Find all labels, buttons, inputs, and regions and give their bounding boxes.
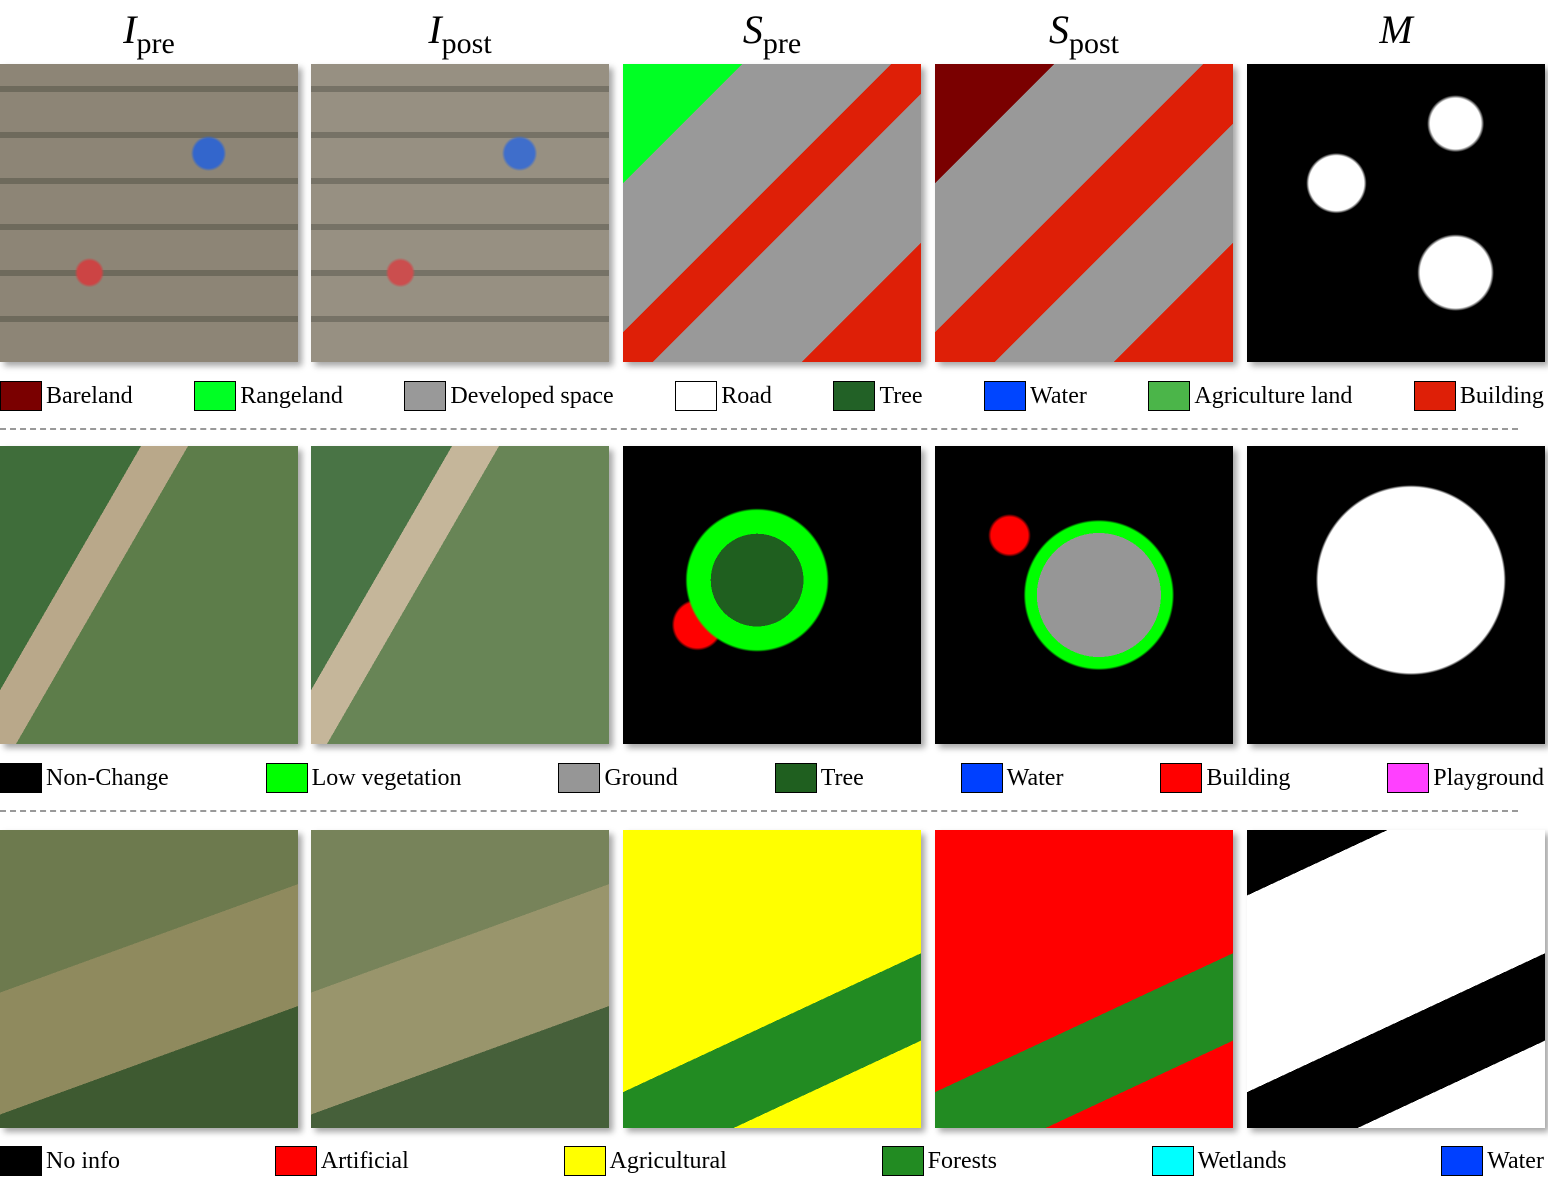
image-panel (935, 830, 1233, 1128)
legend-label: Tree (879, 382, 923, 409)
legend-item: Tree (833, 381, 923, 411)
image-panel (0, 446, 298, 744)
legend-item: Low vegetation (265, 763, 462, 793)
legend-label: Water (1006, 764, 1064, 791)
legend: Bareland Rangeland Developed space Road Tree… (0, 380, 1544, 412)
legend-item: Water (984, 381, 1087, 411)
header-symbol: M (1379, 7, 1413, 52)
legend-item: Water (960, 763, 1064, 793)
legend-swatch (881, 1146, 924, 1176)
legend-item: Agriculture land (1148, 381, 1352, 411)
column-header: M (1247, 6, 1545, 53)
legend-item: Developed space (404, 381, 614, 411)
legend-swatch (563, 1146, 606, 1176)
legend-swatch (265, 763, 308, 793)
header-subscript: post (441, 27, 492, 60)
legend-label: Ground (604, 764, 678, 791)
legend-swatch (774, 763, 817, 793)
image-panel (935, 64, 1233, 362)
legend-swatch (0, 763, 42, 793)
legend-label: Rangeland (240, 382, 343, 409)
legend-swatch (274, 1146, 317, 1176)
column-header: Spre (623, 6, 921, 61)
legend-label: Bareland (46, 382, 133, 409)
legend-label: Developed space (450, 382, 614, 409)
legend-item: Building (1413, 381, 1544, 411)
image-panel (311, 446, 609, 744)
image-panel (623, 830, 921, 1128)
legend-swatch (404, 381, 447, 411)
legend-label: Artificial (320, 1147, 409, 1174)
legend-swatch (1441, 1146, 1484, 1176)
legend-item: No info (0, 1146, 120, 1176)
column-header: Ipost (311, 6, 609, 61)
legend-swatch (194, 381, 237, 411)
legend-item: Agricultural (563, 1146, 727, 1176)
header-subscript: post (1068, 27, 1119, 60)
legend: Non-Change Low vegetation Ground Tree Water B… (0, 762, 1544, 794)
header-subscript: pre (136, 27, 175, 60)
legend-label: Building (1206, 764, 1291, 791)
header-symbol: I (123, 7, 137, 52)
legend-label: Wetlands (1197, 1147, 1287, 1174)
legend-label: Building (1459, 382, 1544, 409)
legend-item: Building (1160, 763, 1290, 793)
column-header: Ipre (0, 6, 298, 61)
image-panel (0, 830, 298, 1128)
legend-swatch (960, 763, 1003, 793)
image-panel (1247, 446, 1545, 744)
legend-swatch (0, 381, 42, 411)
header-symbol: S (1048, 7, 1069, 52)
separator (0, 810, 1518, 812)
legend-label: Forests (927, 1147, 997, 1174)
legend-swatch (833, 381, 876, 411)
column-header: Spost (935, 6, 1233, 61)
legend-label: Water (1487, 1147, 1544, 1174)
legend-item: Rangeland (194, 381, 343, 411)
legend-item: Ground (558, 763, 678, 793)
legend-item: Road (675, 381, 772, 411)
legend-swatch (0, 1146, 42, 1176)
image-panel (935, 446, 1233, 744)
legend-item: Water (1441, 1146, 1544, 1176)
legend-label: Agricultural (609, 1147, 727, 1174)
legend-swatch (1148, 381, 1191, 411)
legend: No info Artificial Agricultural Forests Wetl… (0, 1145, 1544, 1177)
legend-item: Non-Change (0, 763, 169, 793)
header-symbol: I (428, 7, 442, 52)
legend-label: Tree (820, 764, 864, 791)
legend-label: Water (1030, 382, 1087, 409)
legend-label: Playground (1433, 764, 1544, 791)
image-panel (311, 830, 609, 1128)
legend-swatch (1160, 763, 1203, 793)
legend-swatch (984, 381, 1027, 411)
legend-label: Road (721, 382, 772, 409)
legend-swatch (1151, 1146, 1194, 1176)
legend-item: Forests (881, 1146, 997, 1176)
image-panel (1247, 64, 1545, 362)
image-panel (1247, 830, 1545, 1128)
image-panel (623, 446, 921, 744)
legend-item: Wetlands (1151, 1146, 1287, 1176)
legend-swatch (558, 763, 601, 793)
header-subscript: pre (762, 27, 802, 60)
header-symbol: S (742, 7, 763, 52)
legend-label: No info (46, 1147, 120, 1174)
legend-swatch (1387, 763, 1430, 793)
legend-item: Tree (774, 763, 864, 793)
legend-swatch (675, 381, 718, 411)
legend-item: Bareland (0, 381, 133, 411)
legend-label: Low vegetation (311, 764, 462, 791)
image-panel (623, 64, 921, 362)
image-panel (311, 64, 609, 362)
image-panel (0, 64, 298, 362)
legend-item: Playground (1387, 763, 1544, 793)
legend-label: Non-Change (46, 764, 169, 791)
separator (0, 428, 1518, 430)
legend-swatch (1413, 381, 1456, 411)
legend-label: Agriculture land (1194, 382, 1353, 409)
legend-item: Artificial (274, 1146, 409, 1176)
